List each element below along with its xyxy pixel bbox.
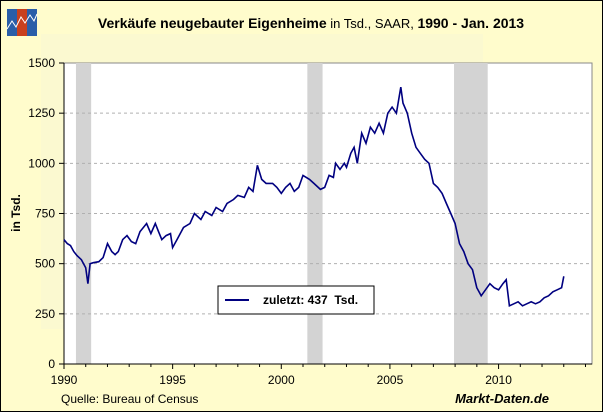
legend-label: zuletzt: 437 Tsd. [263, 293, 358, 307]
recession-band [454, 63, 488, 364]
brand-text: Markt-Daten.de [455, 391, 549, 406]
y-tick-label: 250 [35, 307, 55, 321]
y-axis-label: in Tsd. [9, 194, 23, 232]
recession-bands [75, 63, 488, 364]
x-tick-label: 2010 [485, 373, 512, 387]
series-line [63, 86, 565, 307]
y-tick-label: 1500 [28, 56, 55, 70]
source-text: Quelle: Bureau of Census [61, 392, 198, 406]
axes: 0 250 500 750 1000 1250 1500 1990 1995 2000 2005 20… [28, 56, 592, 387]
title-range: 1990 - Jan. 2013 [417, 15, 524, 31]
title-bold: Verkäufe neugebauter Eigenheime [98, 15, 327, 31]
chart-title: Verkäufe neugebauter Eigenheime in Tsd.,… [98, 15, 524, 31]
x-tick-label: 1990 [51, 373, 78, 387]
y-tick-label: 1000 [28, 156, 55, 170]
title-normal: in Tsd., SAAR, [327, 16, 418, 31]
logo-icon [6, 9, 38, 36]
y-tick-label: 0 [48, 357, 55, 371]
y-tick-label: 500 [35, 257, 55, 271]
recession-band [307, 63, 323, 364]
x-tick-label: 1995 [159, 373, 186, 387]
x-tick-label: 2005 [377, 373, 404, 387]
y-tick-label: 750 [35, 207, 55, 221]
x-tick-label: 2000 [268, 373, 295, 387]
y-tick-label: 1250 [28, 106, 55, 120]
legend: zuletzt: 437 Tsd. [217, 285, 375, 315]
